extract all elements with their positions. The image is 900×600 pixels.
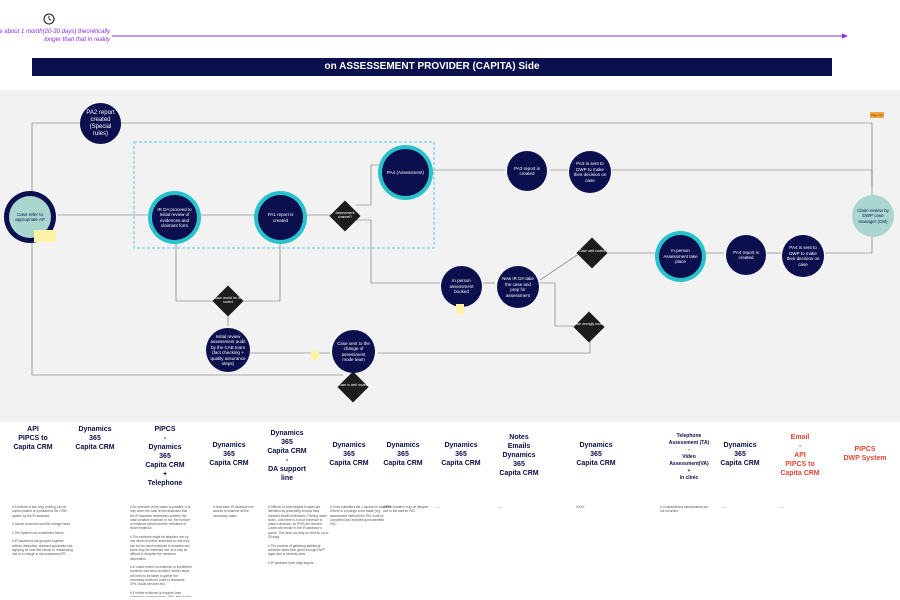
node-pa3-sent[interactable]: PA3 is sent to DWP to make their decisio… (569, 151, 611, 193)
column-notes: # PBM creation may be delayed due to the… (383, 505, 429, 514)
decision-label: Case would be re-routed (213, 296, 243, 305)
column-header-text: Dynamics 365 Capita CRM (383, 442, 423, 467)
column-header-text: Dynamics 365 Capita CRM (209, 442, 249, 467)
node-in-person-booked[interactable]: In person assessment booked (441, 266, 482, 307)
column-header: PIPCS DWP System (825, 445, 900, 463)
clock-icon (43, 12, 55, 30)
column-notes: — (498, 505, 502, 509)
day-tag[interactable]: Days 0/1 (870, 112, 884, 118)
column-header: Dynamics 365 Capita CRM (556, 441, 636, 468)
decision-label: Case well routed (578, 249, 606, 253)
column-notes: # Once submitted the 1 cannot be modifie… (330, 505, 391, 527)
decision-label: Case is well routed (338, 383, 368, 387)
decision-label: Assessment channel? (335, 211, 355, 220)
node-pa4-assessment[interactable]: PA4 (Assessment) (382, 149, 429, 196)
node-claim-review[interactable]: Claim review by DWP case manager (CM) (852, 195, 894, 237)
column-header: Email - API PIPCS to Capita CRM (760, 433, 840, 478)
column-header-text: Dynamics 365 Capita CRM (720, 442, 760, 467)
column-header-text: Telephone Assessment (TA) - Video Assess… (668, 433, 710, 481)
column-header: Notes Emails Dynamics 365 Capita CRM (479, 433, 559, 478)
column-header-text: Dynamics 365 Capita CRM (75, 426, 115, 451)
sticky-note[interactable] (34, 230, 56, 242)
node-ir-da-review[interactable]: IR DA proceed to Initial review of evide… (152, 195, 197, 240)
node-pa3-created[interactable]: PA3 report is created (507, 151, 547, 191)
node-in-person-assessment[interactable]: In person Assessment take place (659, 235, 702, 278)
column-header: Dynamics 365 Capita CRM (189, 441, 269, 468)
column-header-text: Email - API PIPCS to Capita CRM (780, 434, 820, 477)
sticky-note[interactable] (311, 351, 319, 359)
timeline-arrow (112, 33, 848, 39)
column-notes: # Evidence is text only, nothing can be … (12, 505, 73, 557)
column-notes: # Difficult to meet targets if cases are… (268, 505, 329, 565)
section-banner: on ASSESSEMENT PROVIDER (CAPITA) Side (32, 58, 832, 76)
node-pa4-sent[interactable]: PA4 is sent to DWP to make their decisio… (782, 235, 824, 277)
column-header-text: API PIPCS to Capita CRM (13, 426, 53, 451)
initial-review-boundary (133, 141, 435, 249)
column-header-text: Dynamics 365 Capita CRM - DA support lin… (267, 430, 307, 482)
column-header-text: Dynamics 365 Capita CRM (441, 442, 481, 467)
node-case-sent-change-mode[interactable]: Case sent to the change of assessment mo… (332, 330, 375, 373)
column-notes: # An overview of the cases is possible, … (130, 505, 192, 597)
column-header: Dynamics 365 Capita CRM (700, 441, 780, 468)
column-header-text: PIPCS DWP System (843, 446, 887, 462)
node-pa4-created[interactable]: PA4 report is created (726, 235, 766, 275)
connector-lines (31, 122, 873, 376)
column-header: Dynamics 365 Capita CRM (309, 441, 389, 468)
column-notes: — (780, 505, 784, 509)
column-header: Dynamics 365 Capita CRM - DA support lin… (247, 429, 327, 483)
column-header: Dynamics 365 Capita CRM (421, 441, 501, 468)
column-notes: # Contradictions assessments are not rec… (660, 505, 709, 514)
column-notes: XXXX (576, 505, 585, 509)
node-new-ir-da[interactable]: New IR DA take the case and prep for ass… (497, 266, 539, 308)
column-header: API PIPCS to Capita CRM (0, 425, 73, 452)
column-notes: # Now each IR assessor has access to exa… (213, 505, 254, 518)
node-pa1-created[interactable]: PA1 report is created (258, 195, 303, 240)
node-pa2-created[interactable]: PA2 report created (Special rules) (80, 103, 121, 144)
column-notes: — (436, 505, 440, 509)
column-header-text: Dynamics 365 Capita CRM (576, 442, 616, 467)
flow-diagram: Initial review assessment Case refer to … (0, 90, 900, 422)
column-header: Dynamics 365 Capita CRM (363, 441, 443, 468)
decision-label: Case wrongly routed (572, 322, 606, 326)
sticky-note[interactable] (456, 304, 464, 314)
timeline-note: e about 1 month(20-30 days) theoreticall… (0, 29, 110, 43)
column-header: Dynamics 365 Capita CRM (55, 425, 135, 452)
column-header: Telephone Assessment (TA) - Video Assess… (649, 433, 729, 482)
column-header-text: Dynamics 365 Capita CRM (329, 442, 369, 467)
column-header-text: Notes Emails Dynamics 365 Capita CRM (499, 434, 539, 477)
column-header-text: PIPCS - Dynamics 365 Capita CRM + Teleph… (145, 426, 185, 487)
node-initial-review-audit[interactable]: Initial review assessment audit by the C… (206, 328, 250, 372)
column-notes: — (723, 505, 727, 509)
column-header: PIPCS - Dynamics 365 Capita CRM + Teleph… (125, 425, 205, 488)
